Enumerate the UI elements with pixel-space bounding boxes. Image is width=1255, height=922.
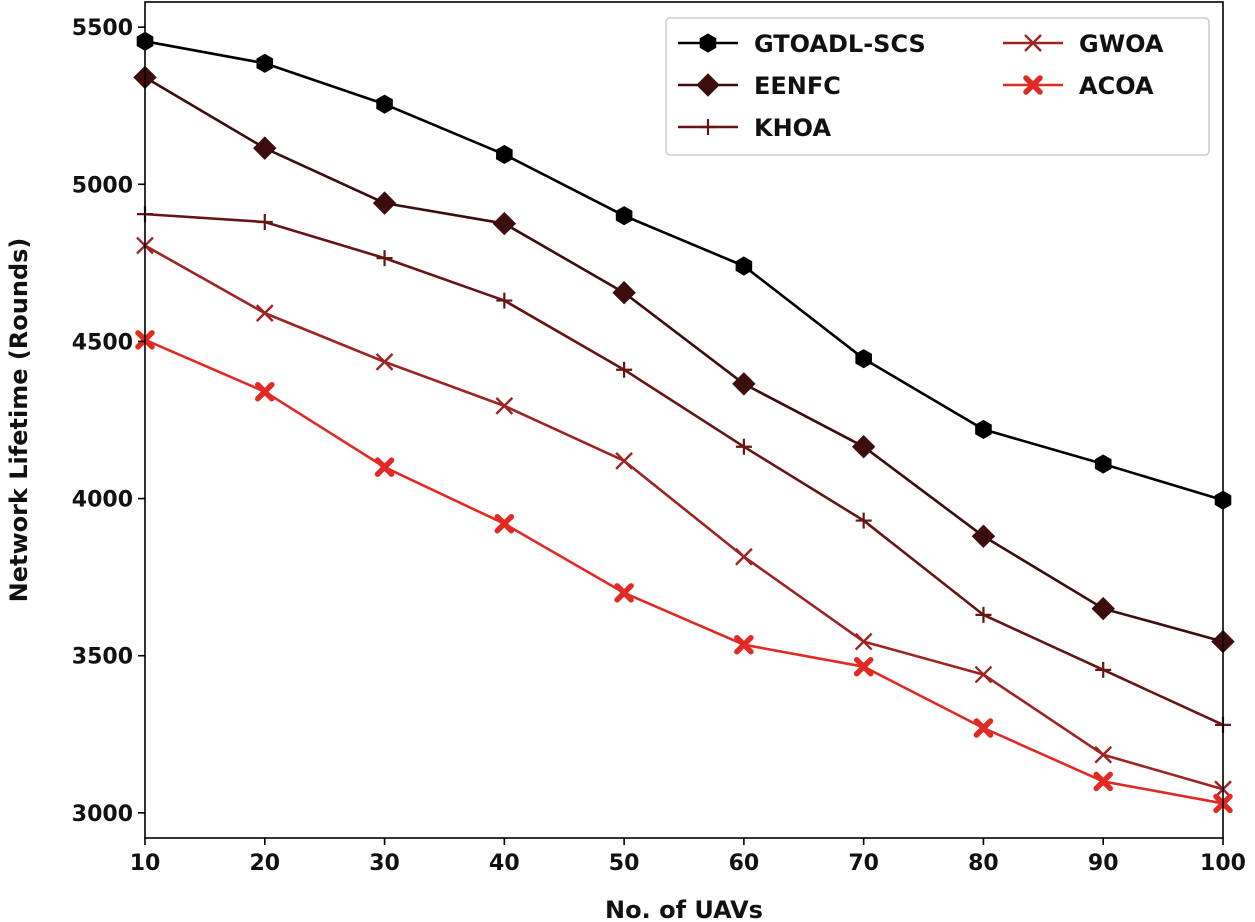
y-tick-label: 4500 — [72, 330, 133, 355]
data-point-gtoadl-scs — [855, 349, 872, 369]
data-point-acoa — [494, 513, 515, 534]
x-tick-label: 100 — [1200, 851, 1246, 876]
x-tick-label: 70 — [848, 851, 879, 876]
data-point-khoa — [496, 292, 513, 309]
y-axis-label: Network Lifetime (Rounds) — [5, 238, 33, 603]
data-point-khoa — [616, 361, 633, 378]
data-point-eenfc — [971, 524, 996, 548]
series-group — [133, 31, 1235, 814]
data-point-gtoadl-scs — [1094, 454, 1112, 474]
y-tick-label: 4000 — [72, 488, 133, 513]
data-point-gtoadl-scs — [975, 419, 992, 440]
data-point-gwoa — [255, 304, 274, 322]
data-point-gtoadl-scs — [615, 206, 633, 226]
legend-marker — [1023, 75, 1043, 95]
data-point-gwoa — [375, 353, 394, 371]
data-point-eenfc — [492, 211, 517, 236]
data-point-acoa — [614, 583, 634, 603]
legend-label: GTOADL-SCS — [754, 30, 926, 58]
data-point-eenfc — [851, 435, 876, 459]
data-point-eenfc — [732, 372, 756, 396]
data-point-acoa — [255, 381, 275, 402]
x-tick-label: 30 — [369, 851, 400, 876]
series-gtoadl-scs — [136, 31, 1232, 510]
x-tick-label: 50 — [609, 851, 640, 876]
series-gwoa — [136, 236, 1232, 799]
data-point-gtoadl-scs — [256, 53, 274, 73]
data-point-eenfc — [372, 191, 397, 215]
x-axis-label: No. of UAVs — [605, 896, 763, 922]
legend-marker — [700, 119, 716, 135]
legend-label: ACOA — [1079, 72, 1154, 100]
data-point-acoa — [734, 634, 754, 655]
series-khoa — [137, 206, 1231, 733]
data-point-khoa — [975, 606, 992, 623]
data-point-gwoa — [615, 452, 633, 470]
legend-label: GWOA — [1079, 30, 1164, 58]
legend-item-khoa: KHOA — [678, 114, 831, 142]
data-point-gwoa — [495, 397, 514, 415]
data-point-acoa — [1093, 771, 1113, 792]
data-point-gtoadl-scs — [376, 94, 393, 114]
data-point-eenfc — [612, 281, 636, 305]
data-point-khoa — [855, 512, 872, 529]
data-point-acoa — [853, 656, 874, 677]
legend-marker — [699, 33, 717, 53]
series-line-eenfc — [144, 76, 1224, 643]
legend-marker — [696, 73, 720, 97]
data-point-gwoa — [735, 547, 753, 566]
data-point-gtoadl-scs — [735, 256, 753, 276]
data-point-khoa — [256, 214, 273, 230]
series-line-acoa — [144, 338, 1224, 805]
data-point-khoa — [376, 250, 393, 267]
series-line-gwoa — [144, 244, 1224, 791]
data-point-eenfc — [253, 136, 277, 160]
y-tick-label: 5500 — [72, 16, 133, 41]
y-tick-label: 5000 — [72, 173, 133, 198]
x-tick-label: 40 — [489, 851, 520, 876]
legend-item-acoa: ACOA — [1003, 72, 1154, 100]
series-line-gtoadl-scs — [144, 40, 1224, 502]
data-point-khoa — [735, 438, 752, 455]
legend-item-gwoa: GWOA — [1003, 30, 1164, 58]
y-axis: 3000 3500 4000 4500 5000 5500 — [72, 16, 145, 827]
data-point-gwoa — [974, 665, 993, 684]
data-point-gtoadl-scs — [496, 144, 513, 165]
data-point-gwoa — [854, 632, 873, 651]
y-tick-label: 3500 — [72, 645, 133, 670]
y-tick-label: 3000 — [72, 802, 133, 827]
x-tick-label: 90 — [1088, 851, 1119, 876]
data-point-gwoa — [1094, 745, 1113, 764]
plot-frame — [144, 1, 1224, 839]
x-axis: 10 20 30 40 50 60 70 80 90 100 — [130, 838, 1246, 876]
legend-item-gtoadl-scs: GTOADL-SCS — [678, 30, 926, 58]
series-acoa — [135, 330, 1233, 814]
legend-item-eenfc: EENFC — [678, 72, 841, 100]
legend-marker — [1024, 34, 1042, 52]
legend-label: EENFC — [754, 72, 841, 100]
data-point-eenfc — [1091, 596, 1115, 621]
x-tick-label: 20 — [249, 851, 280, 876]
data-point-acoa — [374, 457, 395, 477]
x-tick-label: 60 — [729, 851, 760, 876]
data-point-acoa — [973, 718, 994, 738]
x-tick-label: 10 — [130, 851, 161, 876]
legend-label: KHOA — [754, 114, 831, 142]
legend: GTOADL-SCS EENFC KHOA GWOA ACOA — [665, 17, 1210, 156]
series-line-khoa — [144, 212, 1224, 727]
x-tick-label: 80 — [968, 851, 999, 876]
data-point-khoa — [1095, 661, 1112, 678]
legend-box — [665, 17, 1210, 156]
